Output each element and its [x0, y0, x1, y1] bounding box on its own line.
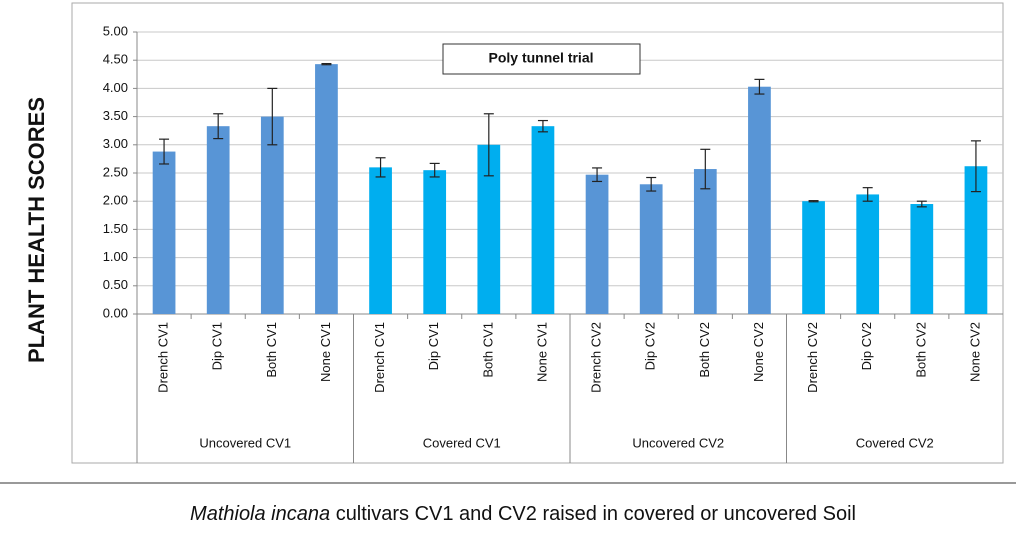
y-tick-label: 1.00	[103, 249, 128, 264]
bar	[639, 184, 663, 314]
plot: 0.00 0.50 1.00 1.50 2.00 2.50 3.00 3.50 4.00 4.50…	[103, 23, 1003, 463]
x-tick-label: Drench CV2	[805, 322, 820, 393]
x-tick-label: None CV1	[318, 322, 333, 382]
y-tick-label: 1.50	[103, 221, 128, 236]
x-tick-label: Drench CV2	[589, 322, 604, 393]
annotation-box	[442, 43, 641, 75]
y-tick-label: 0.50	[103, 277, 128, 292]
bar	[693, 169, 717, 314]
bar	[315, 64, 338, 314]
y-tick-label: 5.00	[103, 23, 128, 38]
group-label: Uncovered CV2	[632, 435, 724, 450]
group-label: Uncovered CV1	[199, 435, 291, 450]
bar	[206, 126, 230, 314]
x-tick-label: None CV2	[751, 322, 766, 382]
y-axis-label: PLANT HEALTH SCORES	[24, 97, 49, 363]
x-tick-label: Dip CV1	[210, 322, 225, 370]
bar	[423, 170, 447, 314]
x-tick-label: None CV1	[534, 322, 549, 382]
x-tick-label: Drench CV1	[372, 322, 387, 393]
y-tick-label: 3.00	[103, 136, 128, 151]
bar	[152, 151, 176, 314]
caption: Mathiola incana cultivars CV1 and CV2 ra…	[190, 503, 856, 525]
x-tick-label: Drench CV1	[156, 322, 171, 393]
bar	[856, 194, 880, 314]
bar	[585, 174, 609, 314]
x-tick-label: None CV2	[967, 322, 982, 382]
x-tick-label: Both CV2	[913, 322, 928, 378]
x-tick-label: Both CV1	[480, 322, 495, 378]
bar	[748, 86, 771, 314]
x-tick-label: Dip CV2	[859, 322, 874, 370]
x-tick-label: Dip CV1	[426, 322, 441, 370]
bar	[964, 166, 988, 314]
bar	[260, 116, 284, 314]
bar	[531, 126, 555, 314]
x-tick-label: Both CV2	[697, 322, 712, 378]
y-tick-label: 2.00	[103, 193, 128, 208]
bar	[477, 144, 501, 314]
y-tick-label: 4.00	[103, 80, 128, 95]
y-tick-label: 3.50	[103, 108, 128, 123]
bar	[369, 167, 392, 314]
annotation: Poly tunnel trial	[488, 50, 593, 66]
y-tick-label: 0.00	[103, 305, 128, 320]
y-tick-label: 2.50	[103, 164, 128, 179]
x-tick-label: Dip CV2	[643, 322, 658, 370]
bar	[910, 204, 934, 314]
y-tick-label: 4.50	[103, 52, 128, 67]
x-tick-label: Both CV1	[264, 322, 279, 378]
caption-italic: Mathiola incana	[190, 503, 330, 525]
caption-text: cultivars CV1 and CV2 raised in covered …	[336, 503, 856, 525]
group-label: Covered CV2	[856, 435, 934, 450]
group-label: Covered CV1	[423, 435, 501, 450]
bar	[802, 201, 825, 314]
